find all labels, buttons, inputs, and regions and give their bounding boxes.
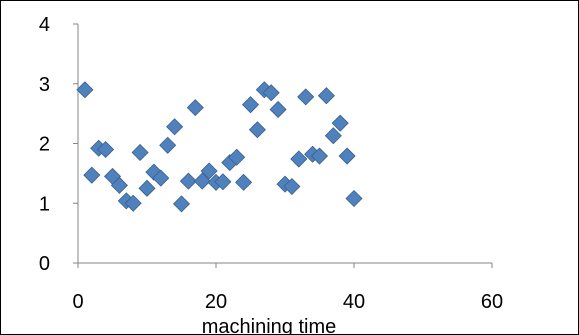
data-points (76, 81, 363, 213)
y-tick-label: 3 (39, 74, 50, 96)
data-point (262, 84, 280, 102)
y-tick-labels: 0 1 2 3 4 (39, 14, 78, 275)
data-point (338, 147, 356, 165)
data-point (97, 140, 115, 159)
data-point (269, 100, 287, 118)
data-point (248, 121, 266, 139)
x-tick-label: 20 (205, 291, 227, 313)
data-point (124, 194, 142, 212)
data-point (214, 173, 232, 191)
x-tick-labels: 0 20 40 60 (72, 263, 503, 313)
data-point (331, 114, 349, 132)
data-point (83, 166, 101, 184)
x-tick-label: 40 (343, 291, 365, 313)
data-point (200, 162, 218, 180)
y-tick-label: 0 (39, 253, 50, 275)
data-point (310, 147, 329, 165)
data-point (235, 173, 253, 191)
data-point (241, 96, 260, 114)
data-point (138, 179, 156, 197)
data-point (290, 150, 308, 168)
x-tick-label: 0 (72, 291, 83, 313)
data-point (159, 136, 177, 154)
data-point (345, 189, 363, 208)
data-point (179, 172, 197, 190)
x-tick-label: 60 (481, 291, 503, 313)
data-point (76, 81, 94, 99)
data-point (131, 143, 149, 161)
data-point (110, 176, 128, 194)
y-tick-label: 4 (39, 14, 50, 36)
data-point (166, 118, 184, 136)
data-point (186, 99, 204, 117)
data-point (228, 148, 246, 166)
data-point (172, 195, 191, 213)
data-point (297, 88, 315, 106)
data-point (324, 127, 342, 145)
data-point (317, 87, 335, 105)
y-tick-label: 1 (39, 193, 50, 215)
x-axis-title: machining time (202, 316, 337, 335)
data-point (283, 177, 301, 196)
data-point (152, 169, 170, 187)
data-point (193, 172, 211, 190)
y-tick-label: 2 (39, 134, 50, 156)
